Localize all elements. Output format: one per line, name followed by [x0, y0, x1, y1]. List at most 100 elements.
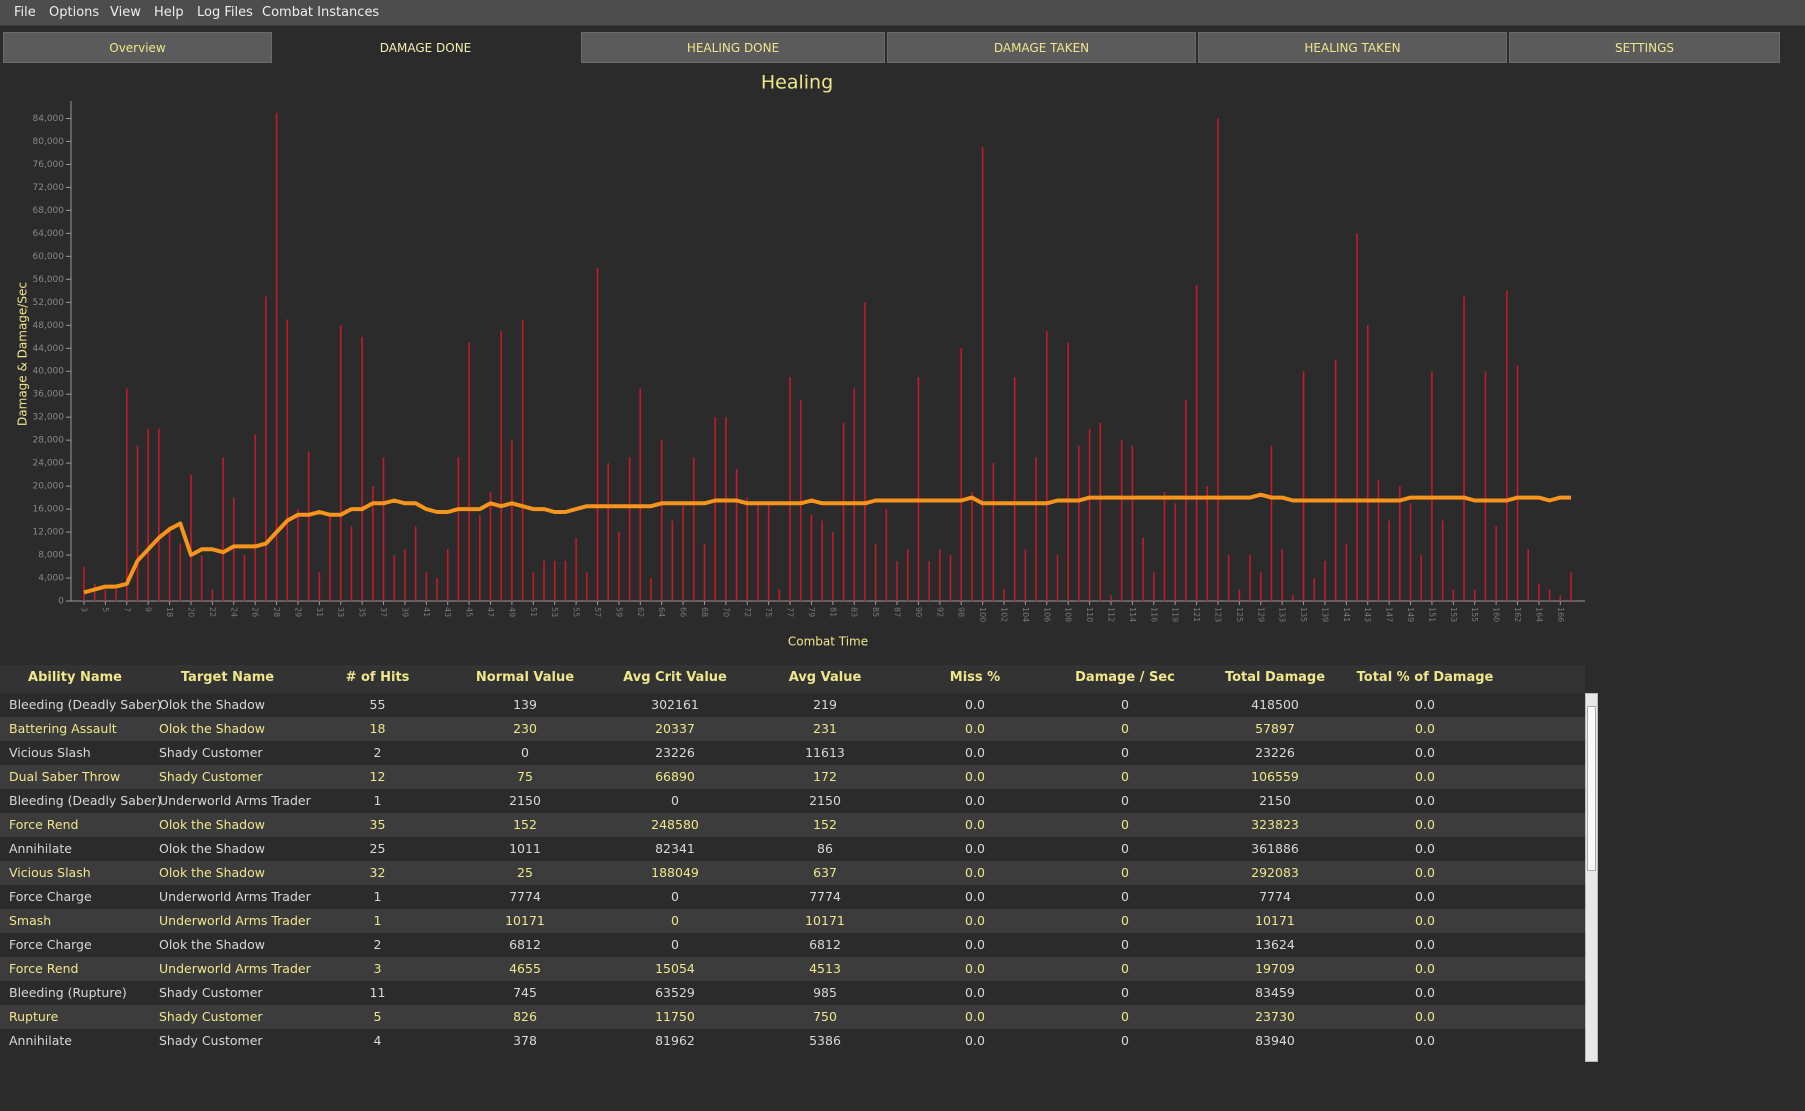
- table-row[interactable]: Smash Underworld Arms Trader 1 10171 0 10171 0…: [0, 909, 1585, 933]
- table-row[interactable]: Force Rend Underworld Arms Trader 3 4655 150…: [0, 957, 1585, 981]
- x-tick-label: 90: [914, 607, 923, 617]
- x-tick-label: 41: [422, 607, 431, 617]
- bar: [1377, 480, 1380, 601]
- table-cell: 378: [513, 1033, 537, 1048]
- bar: [147, 428, 149, 601]
- column-header[interactable]: Total Damage: [1224, 670, 1326, 685]
- bar: [874, 543, 877, 601]
- table-cell: Olok the Shadow: [159, 937, 265, 952]
- y-tick-label: 76,000: [33, 160, 65, 170]
- bar: [1399, 486, 1401, 601]
- menu-item[interactable]: Log Files: [197, 5, 253, 20]
- bar: [885, 509, 888, 601]
- scroll-thumb[interactable]: [1587, 706, 1596, 871]
- x-tick-label: 133: [1278, 607, 1287, 622]
- x-tick-label: 68: [700, 607, 709, 617]
- table-row[interactable]: Vicious Slash Olok the Shadow 32 25 188049 63…: [0, 861, 1585, 885]
- table-row[interactable]: Rupture Shady Customer 5 826 11750 750 0.0 0 237…: [0, 1005, 1585, 1029]
- bar: [832, 532, 834, 601]
- table-cell: 418500: [1251, 697, 1299, 712]
- bar: [553, 560, 556, 601]
- table-row[interactable]: Battering Assault Olok the Shadow 18 230 203…: [0, 717, 1585, 741]
- bar: [1088, 428, 1091, 601]
- column-header[interactable]: Damage / Sec: [1075, 670, 1175, 685]
- scrollbar[interactable]: [1585, 693, 1598, 1062]
- x-tick-label: 83: [850, 607, 859, 617]
- table-cell: 0: [1121, 745, 1129, 760]
- table-cell: 4513: [809, 961, 841, 976]
- y-tick-label: 64,000: [33, 229, 65, 239]
- x-tick-label: 102: [1000, 607, 1009, 622]
- table-cell: Shady Customer: [159, 769, 263, 784]
- menu-item[interactable]: Help: [154, 5, 184, 20]
- table-cell: 11: [369, 985, 386, 1000]
- table-row[interactable]: Bleeding (Deadly Saber) Olok the Shadow 55…: [0, 693, 1585, 717]
- table-row[interactable]: Vicious Slash Shady Customer 2 0 23226 11613 0…: [0, 741, 1585, 765]
- x-tick-label: 33: [336, 607, 345, 617]
- tab[interactable]: DAMAGE TAKEN: [887, 32, 1196, 63]
- table-row[interactable]: Bleeding (Rupture) Shady Customer 11 745 635…: [0, 981, 1585, 1005]
- bar: [372, 486, 374, 601]
- bar: [1431, 371, 1433, 601]
- table-cell: 0: [1121, 697, 1129, 712]
- bar: [671, 520, 674, 601]
- menu-item[interactable]: File: [14, 5, 36, 20]
- bar: [1217, 118, 1219, 601]
- column-header[interactable]: Avg Value: [788, 670, 862, 685]
- tab[interactable]: HEALING TAKEN: [1198, 32, 1507, 63]
- table-cell: 188049: [651, 865, 699, 880]
- table-cell: 0.0: [965, 841, 985, 856]
- bar: [382, 457, 385, 601]
- menu-item[interactable]: Combat Instances: [262, 5, 380, 20]
- x-tick-label: 143: [1363, 607, 1372, 622]
- table-cell: 826: [513, 1009, 537, 1024]
- x-tick-label: 151: [1427, 607, 1436, 622]
- bar: [757, 503, 759, 601]
- bar: [179, 543, 182, 601]
- table-row[interactable]: Force Charge Underworld Arms Trader 1 7774 0…: [0, 885, 1585, 909]
- table-cell: 10171: [1255, 913, 1295, 928]
- tab[interactable]: SETTINGS: [1509, 32, 1780, 63]
- table-row[interactable]: Force Rend Olok the Shadow 35 152 248580 152 0…: [0, 813, 1585, 837]
- tab[interactable]: DAMAGE DONE: [272, 32, 579, 63]
- x-tick-label: 123: [1213, 607, 1222, 622]
- column-header[interactable]: Normal Value: [475, 670, 575, 685]
- column-header[interactable]: # of Hits: [345, 670, 410, 685]
- table-cell: 0.0: [965, 769, 985, 784]
- table-cell: 0.0: [1415, 889, 1435, 904]
- x-tick-label: 155: [1470, 607, 1479, 622]
- menu-item[interactable]: Options: [49, 5, 100, 20]
- bar: [361, 336, 363, 601]
- table-cell: 0.0: [1415, 769, 1435, 784]
- table-cell: 0.0: [965, 865, 985, 880]
- table-cell: 0: [1121, 817, 1129, 832]
- x-tick-label: 70: [721, 607, 730, 617]
- column-header[interactable]: Avg Crit Value: [623, 670, 727, 685]
- bar: [1345, 543, 1348, 601]
- bar: [1324, 560, 1326, 601]
- table-cell: 0: [1121, 1009, 1129, 1024]
- table-cell: 2150: [809, 793, 841, 808]
- table-row[interactable]: Annihilate Olok the Shadow 25 1011 82341 86 0.…: [0, 837, 1585, 861]
- table-row[interactable]: Force Charge Olok the Shadow 2 6812 0 6812 0.0…: [0, 933, 1585, 957]
- bar: [468, 342, 470, 601]
- table-cell: 361886: [1251, 841, 1299, 856]
- table-row[interactable]: Annihilate Shady Customer 4 378 81962 5386 0.0…: [0, 1029, 1585, 1053]
- table-row[interactable]: Bleeding (Deadly Saber) Underworld Arms T…: [0, 789, 1585, 813]
- column-header[interactable]: Ability Name: [28, 670, 122, 685]
- table-cell: Vicious Slash: [9, 745, 91, 760]
- column-header[interactable]: Miss %: [949, 670, 1001, 685]
- tab[interactable]: Overview: [3, 32, 272, 63]
- table-cell: 323823: [1251, 817, 1299, 832]
- table-cell: 83459: [1255, 985, 1295, 1000]
- y-tick-label: 24,000: [33, 459, 65, 469]
- table-cell: 2: [373, 937, 382, 952]
- bar: [928, 560, 930, 601]
- table-row[interactable]: Dual Saber Throw Shady Customer 12 75 66890 1…: [0, 765, 1585, 789]
- tab[interactable]: HEALING DONE: [581, 32, 885, 63]
- column-header[interactable]: Total % of Damage: [1356, 670, 1494, 685]
- bar: [200, 555, 203, 601]
- column-header[interactable]: Target Name: [180, 670, 275, 685]
- bar: [1099, 422, 1102, 601]
- menu-item[interactable]: View: [110, 5, 141, 20]
